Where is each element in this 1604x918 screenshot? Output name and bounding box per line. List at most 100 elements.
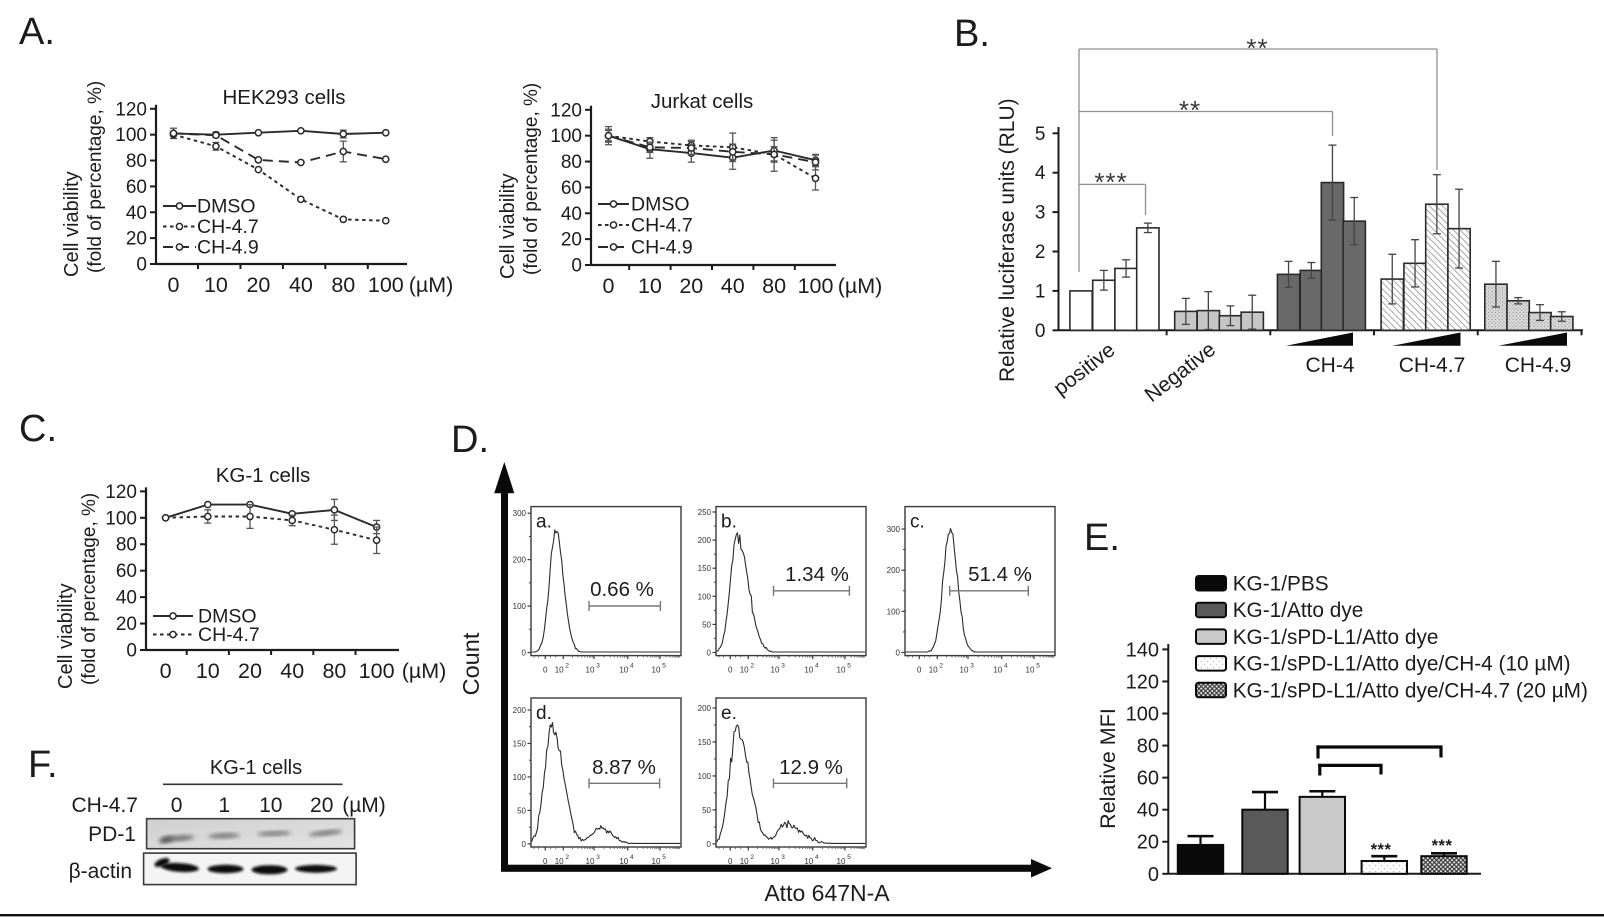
svg-text:10: 10 — [929, 666, 938, 675]
svg-text:4: 4 — [1004, 663, 1008, 670]
svg-text:12.9 %: 12.9 % — [779, 756, 843, 779]
svg-text:2: 2 — [565, 663, 569, 670]
svg-text:100: 100 — [368, 273, 404, 297]
svg-text:80: 80 — [116, 535, 137, 556]
svg-text:40: 40 — [721, 274, 745, 298]
svg-text:150: 150 — [513, 740, 527, 749]
svg-text:20: 20 — [126, 229, 147, 250]
svg-text:d.: d. — [536, 703, 552, 724]
svg-text:Count: Count — [458, 632, 484, 695]
svg-text:4: 4 — [815, 854, 819, 861]
svg-text:CH-4.7: CH-4.7 — [631, 215, 693, 237]
svg-text:8.87 %: 8.87 % — [592, 756, 656, 779]
svg-text:200: 200 — [887, 566, 901, 575]
svg-text:CH-4.9: CH-4.9 — [1505, 354, 1572, 377]
svg-text:300: 300 — [887, 525, 901, 534]
svg-text:5: 5 — [662, 854, 666, 861]
svg-text:40: 40 — [116, 588, 137, 609]
svg-text:KG-1/PBS: KG-1/PBS — [1233, 573, 1329, 596]
svg-text:(fold of percentage, %): (fold of percentage, %) — [79, 493, 100, 685]
svg-text:0: 0 — [543, 857, 548, 866]
svg-text:80: 80 — [331, 273, 355, 297]
svg-text:120: 120 — [550, 100, 582, 121]
svg-text:20: 20 — [246, 273, 270, 297]
svg-text:KG-1/Atto dye: KG-1/Atto dye — [1233, 599, 1364, 622]
svg-text:0: 0 — [522, 840, 527, 849]
svg-text:10: 10 — [638, 274, 662, 298]
svg-text:4: 4 — [630, 854, 634, 861]
svg-text:A.: A. — [19, 11, 55, 53]
svg-text:250: 250 — [698, 508, 712, 517]
svg-text:80: 80 — [762, 274, 786, 298]
svg-text:C.: C. — [19, 408, 57, 450]
svg-text:0: 0 — [728, 666, 733, 675]
svg-text:0: 0 — [1148, 864, 1159, 886]
svg-text:100: 100 — [887, 607, 901, 616]
svg-text:2: 2 — [939, 663, 943, 670]
svg-text:B.: B. — [954, 13, 990, 55]
svg-text:0: 0 — [136, 255, 147, 276]
svg-text:HEK293 cells: HEK293 cells — [222, 86, 345, 109]
svg-text:10: 10 — [555, 666, 564, 675]
svg-text:80: 80 — [561, 152, 582, 173]
svg-text:3: 3 — [1035, 203, 1046, 224]
svg-text:b.: b. — [721, 512, 737, 533]
svg-text:10: 10 — [619, 666, 628, 675]
svg-text:5: 5 — [662, 663, 666, 670]
svg-text:CH-4.7: CH-4.7 — [71, 794, 138, 817]
svg-text:100: 100 — [1126, 704, 1159, 726]
svg-text:0: 0 — [160, 659, 172, 683]
svg-text:0: 0 — [917, 666, 922, 675]
svg-text:1: 1 — [219, 794, 231, 817]
svg-text:0: 0 — [543, 666, 548, 675]
svg-text:200: 200 — [513, 556, 527, 565]
svg-text:10: 10 — [740, 857, 749, 866]
svg-text:KG-1/sPD-L1/Atto dye: KG-1/sPD-L1/Atto dye — [1233, 626, 1439, 649]
svg-text:4: 4 — [1035, 163, 1046, 184]
svg-text:50: 50 — [517, 806, 526, 815]
svg-text:Cell viability: Cell viability — [497, 173, 519, 279]
svg-text:**: ** — [1246, 33, 1268, 63]
svg-text:10: 10 — [837, 857, 846, 866]
svg-text:200: 200 — [698, 536, 712, 545]
svg-text:100: 100 — [698, 592, 712, 601]
svg-text:200: 200 — [698, 704, 712, 713]
svg-text:β-actin: β-actin — [69, 860, 132, 883]
svg-text:10: 10 — [586, 857, 595, 866]
svg-text:2: 2 — [565, 854, 569, 861]
svg-text:100: 100 — [359, 659, 395, 683]
svg-text:***: *** — [1432, 837, 1453, 855]
svg-text:1.34 %: 1.34 % — [785, 563, 849, 586]
svg-text:0: 0 — [168, 273, 180, 297]
svg-text:10: 10 — [259, 794, 282, 817]
svg-text:20: 20 — [310, 794, 333, 817]
svg-text:300: 300 — [513, 509, 527, 518]
svg-text:120: 120 — [105, 482, 137, 503]
svg-text:60: 60 — [126, 177, 147, 198]
svg-text:E.: E. — [1084, 517, 1120, 559]
svg-text:100: 100 — [115, 125, 147, 146]
svg-text:CH-4.9: CH-4.9 — [197, 237, 259, 259]
svg-text:10: 10 — [652, 857, 661, 866]
svg-text:0: 0 — [896, 649, 901, 658]
svg-text:40: 40 — [280, 659, 304, 683]
svg-text:10: 10 — [993, 666, 1002, 675]
svg-text:20: 20 — [116, 614, 137, 635]
svg-text:10: 10 — [804, 857, 813, 866]
svg-text:0.66 %: 0.66 % — [590, 578, 654, 601]
svg-text:0: 0 — [603, 274, 615, 298]
svg-text:0: 0 — [728, 857, 733, 866]
svg-text:CH-4.7: CH-4.7 — [198, 624, 260, 646]
svg-text:Relative luciferase units (RLU: Relative luciferase units (RLU) — [996, 98, 1019, 382]
svg-text:10: 10 — [837, 666, 846, 675]
svg-text:CH-4.9: CH-4.9 — [631, 237, 693, 259]
svg-text:5: 5 — [1036, 663, 1040, 670]
svg-text:10: 10 — [960, 666, 969, 675]
svg-text:(µM): (µM) — [409, 273, 454, 297]
svg-text:150: 150 — [698, 564, 712, 573]
svg-text:KG-1 cells: KG-1 cells — [216, 464, 311, 487]
svg-text:Cell viability: Cell viability — [55, 583, 77, 689]
svg-text:(fold of percentage, %): (fold of percentage, %) — [521, 83, 542, 275]
svg-text:10: 10 — [555, 857, 564, 866]
svg-text:e.: e. — [721, 703, 737, 724]
